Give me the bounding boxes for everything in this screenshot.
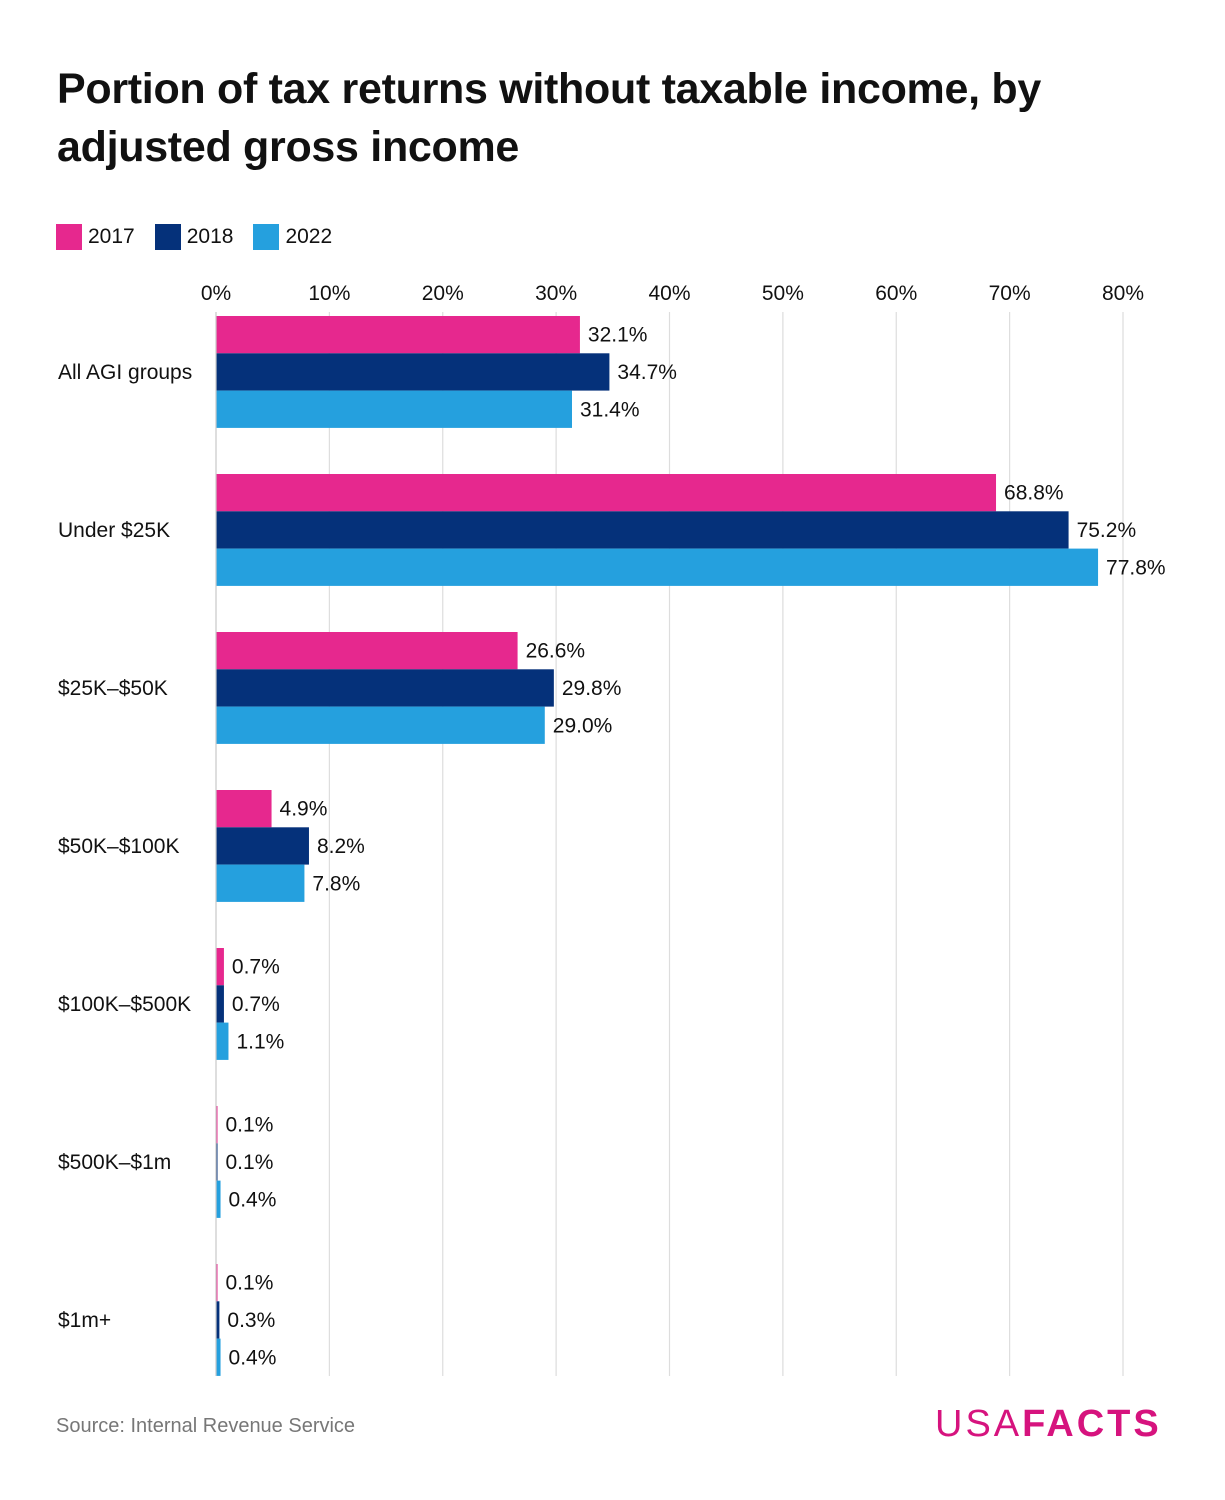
data-label: 68.8%	[1004, 482, 1064, 505]
bar-2022	[216, 1180, 221, 1218]
bar-2022	[216, 548, 1099, 586]
x-tick-label: 20%	[422, 282, 464, 305]
bar-2017	[216, 790, 272, 828]
data-label: 4.9%	[280, 798, 328, 821]
legend-label: 2017	[88, 225, 135, 248]
bar-2018	[216, 1301, 220, 1339]
x-tick-label: 80%	[1102, 282, 1144, 305]
x-tick-label: 0%	[201, 282, 231, 305]
legend-item-2017: 2017	[56, 224, 135, 250]
legend-item-2022: 2022	[253, 224, 332, 250]
bar-2018	[216, 827, 309, 865]
x-tick-label: 60%	[875, 282, 917, 305]
data-label: 75.2%	[1077, 519, 1137, 542]
data-label: 0.1%	[226, 1272, 274, 1295]
chart-title: Portion of tax returns without taxable i…	[57, 65, 1041, 171]
bar-2018	[216, 353, 610, 391]
category-label: $1m+	[58, 1309, 111, 1332]
bar-2022	[216, 706, 545, 744]
legend: 2017 2018 2022	[56, 224, 332, 250]
x-tick-label: 30%	[535, 282, 577, 305]
bar-2017	[216, 474, 997, 512]
bar-2017	[216, 948, 224, 986]
usafacts-logo: USAFACTS	[935, 1403, 1162, 1445]
data-label: 32.1%	[588, 324, 648, 347]
data-label: 0.3%	[227, 1309, 275, 1332]
category-label: All AGI groups	[58, 361, 192, 384]
data-label: 0.4%	[229, 1188, 277, 1211]
data-label: 0.1%	[226, 1151, 274, 1174]
x-tick-label: 10%	[308, 282, 350, 305]
bar-2022	[216, 1022, 229, 1060]
category-label: $100K–$500K	[58, 993, 191, 1016]
data-label: 31.4%	[580, 398, 640, 421]
category-label: $50K–$100K	[58, 835, 179, 858]
bar-2022	[216, 864, 305, 902]
data-label: 0.7%	[232, 956, 280, 979]
bar-2022	[216, 390, 572, 428]
bar-2018	[216, 669, 554, 707]
x-tick-label: 70%	[989, 282, 1031, 305]
bar-2017	[216, 632, 518, 670]
data-label: 1.1%	[236, 1030, 284, 1053]
legend-item-2018: 2018	[154, 224, 234, 250]
legend-swatch	[56, 224, 82, 250]
bar-2018	[216, 985, 224, 1023]
data-label: 8.2%	[317, 835, 365, 858]
bar-2017	[216, 1106, 218, 1144]
legend-label: 2022	[285, 225, 333, 248]
legend-swatch	[253, 224, 280, 250]
legend-label: 2018	[186, 225, 234, 248]
data-label: 77.8%	[1106, 556, 1166, 579]
x-tick-label: 50%	[762, 282, 804, 305]
category-label: $25K–$50K	[58, 677, 168, 700]
bar-2017	[216, 316, 580, 354]
data-label: 0.7%	[232, 993, 280, 1016]
legend-swatch	[154, 224, 181, 250]
data-label: 0.1%	[226, 1114, 274, 1137]
data-label: 34.7%	[617, 361, 677, 384]
data-label: 26.6%	[526, 640, 586, 663]
category-label: Under $25K	[58, 519, 170, 542]
data-label: 29.8%	[562, 677, 622, 700]
bar-2022	[216, 1338, 221, 1376]
category-label: $500K–$1m	[58, 1151, 171, 1174]
data-label: 0.4%	[229, 1346, 277, 1369]
data-label: 29.0%	[553, 714, 613, 737]
x-tick-label: 40%	[648, 282, 690, 305]
bar-2017	[216, 1264, 218, 1302]
bar-2018	[216, 1143, 218, 1181]
bar-2018	[216, 511, 1069, 549]
source-note: Source: Internal Revenue Service	[56, 1415, 356, 1437]
data-label: 7.8%	[312, 872, 360, 895]
